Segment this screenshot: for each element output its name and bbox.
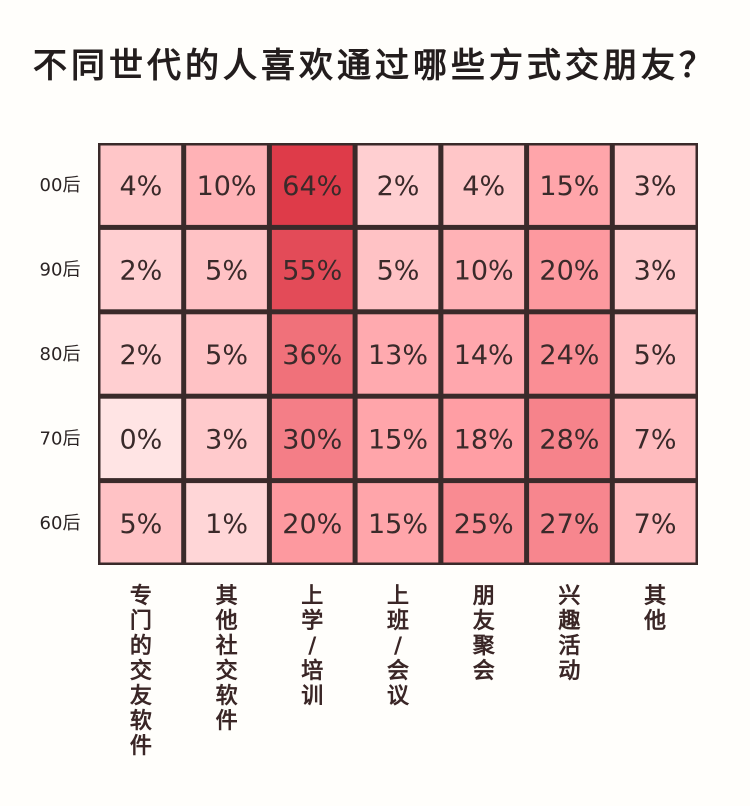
cell-value-label: 10% bbox=[197, 171, 257, 202]
heatmap-cell bbox=[529, 314, 610, 394]
cell-value-label: 3% bbox=[634, 171, 677, 202]
heatmap-cell bbox=[357, 398, 439, 479]
column-label: 其他社交软件 bbox=[215, 584, 238, 734]
cell-value-label: 5% bbox=[205, 340, 248, 371]
cell-value-label: 7% bbox=[634, 509, 677, 540]
cell-value-label: 27% bbox=[539, 509, 599, 540]
column-label: 其他 bbox=[643, 584, 666, 634]
cell-value-label: 13% bbox=[368, 340, 428, 371]
row-labels: 00后 90后 80后 70后 60后 bbox=[40, 175, 81, 534]
heatmap-cell bbox=[100, 398, 182, 479]
cell-value-label: 25% bbox=[454, 509, 514, 540]
heatmap-cell bbox=[357, 145, 439, 225]
heatmap-cell bbox=[443, 145, 525, 225]
cell-value-label: 20% bbox=[539, 256, 599, 287]
heatmap-cell bbox=[271, 229, 353, 310]
heatmap-cell bbox=[271, 145, 353, 225]
cell-value-label: 10% bbox=[454, 256, 514, 287]
cell-value-label: 2% bbox=[119, 256, 162, 287]
heatmap-cell bbox=[529, 483, 610, 563]
cell-value-label: 30% bbox=[282, 424, 342, 455]
row-label: 80后 bbox=[40, 344, 81, 365]
cell-value-label: 36% bbox=[282, 340, 342, 371]
heatmap-cell bbox=[614, 483, 696, 563]
heatmap-cell bbox=[443, 398, 525, 479]
column-label: 兴趣活动 bbox=[557, 584, 580, 684]
cell-value-label: 5% bbox=[119, 509, 162, 540]
heatmap-cell bbox=[443, 229, 525, 310]
heatmap-cells: 4% 10% 64% 2% 4% 15% 3% 2% 5% 55% 5% 10% 20% 3% 2% 5% 36… bbox=[98, 143, 698, 565]
cell-value-label: 15% bbox=[368, 509, 428, 540]
cell-value-label: 28% bbox=[539, 424, 599, 455]
heatmap-cell bbox=[614, 314, 696, 394]
heatmap-cell bbox=[186, 145, 267, 225]
cell-value-label: 14% bbox=[454, 340, 514, 371]
column-label: 专门的交友软件 bbox=[130, 583, 152, 759]
cell-value-label: 7% bbox=[634, 424, 677, 455]
cell-value-label: 24% bbox=[539, 340, 599, 371]
cell-value-label: 3% bbox=[205, 424, 248, 455]
cell-value-label: 0% bbox=[119, 424, 162, 455]
column-label: 朋友聚会 bbox=[472, 584, 496, 684]
heatmap-cell bbox=[186, 398, 267, 479]
heatmap-cell bbox=[443, 314, 525, 394]
heatmap-cell bbox=[529, 145, 610, 225]
cell-value-label: 15% bbox=[539, 171, 599, 202]
heatmap-cell bbox=[100, 314, 182, 394]
heatmap-cell bbox=[614, 398, 696, 479]
cell-value-label: 4% bbox=[462, 171, 505, 202]
row-label: 90后 bbox=[40, 260, 81, 281]
heatmap-cell bbox=[357, 229, 439, 310]
row-label: 60后 bbox=[40, 513, 81, 534]
cell-value-label: 20% bbox=[282, 509, 342, 540]
heatmap-cell bbox=[529, 398, 610, 479]
cell-value-label: 18% bbox=[454, 424, 514, 455]
heatmap-cell bbox=[443, 483, 525, 563]
heatmap-cell bbox=[271, 398, 353, 479]
row-label: 00后 bbox=[40, 175, 81, 196]
cell-value-label: 2% bbox=[119, 340, 162, 371]
heatmap-cell bbox=[529, 229, 610, 310]
column-label: 上学/培训 bbox=[301, 584, 323, 709]
heatmap-cell bbox=[100, 229, 182, 310]
heatmap-cell bbox=[357, 483, 439, 563]
cell-value-label: 55% bbox=[282, 256, 342, 287]
cell-value-label: 1% bbox=[205, 509, 248, 540]
cell-value-label: 5% bbox=[634, 340, 677, 371]
cell-value-label: 2% bbox=[377, 171, 420, 202]
cell-value-label: 5% bbox=[205, 256, 248, 287]
cell-value-label: 4% bbox=[119, 171, 162, 202]
column-label: 上班/会议 bbox=[387, 584, 410, 709]
chart-title: 不同世代的人喜欢通过哪些方式交朋友？ bbox=[33, 46, 717, 86]
column-labels: 专门的交友软件 其他社交软件 上学/培训 上班/会议 朋友聚会 兴趣活动 其他 bbox=[130, 583, 666, 759]
heatmap-cell bbox=[186, 314, 267, 394]
heatmap-cell bbox=[271, 314, 353, 394]
cell-value-label: 5% bbox=[377, 256, 420, 287]
heatmap-cell bbox=[271, 483, 353, 563]
heatmap-cell bbox=[100, 145, 182, 225]
heatmap-cell bbox=[186, 483, 267, 563]
heatmap-cell bbox=[614, 145, 696, 225]
heatmap-cell bbox=[186, 229, 267, 310]
heatmap-cell bbox=[614, 229, 696, 310]
heatmap-cell bbox=[100, 483, 182, 563]
row-label: 70后 bbox=[40, 428, 81, 449]
cell-value-label: 64% bbox=[282, 171, 342, 202]
heatmap-cell bbox=[357, 314, 439, 394]
cell-value-label: 3% bbox=[634, 256, 677, 287]
cell-value-label: 15% bbox=[368, 424, 428, 455]
